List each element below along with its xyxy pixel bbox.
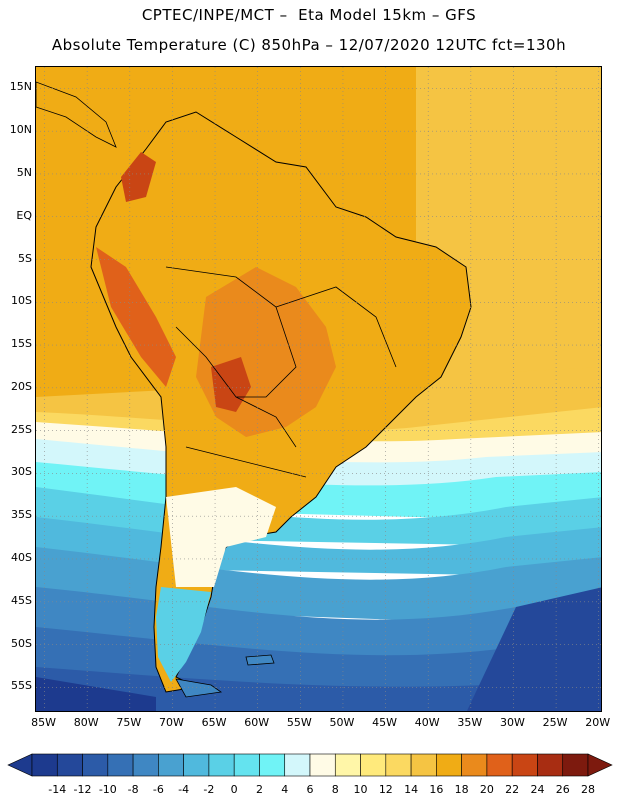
- lon-label: 30W: [500, 716, 525, 729]
- colorbar: [7, 753, 613, 777]
- colorbar-tick-label: 28: [581, 783, 595, 796]
- lat-label: 45S: [11, 593, 32, 607]
- lon-label: 45W: [372, 716, 398, 729]
- colorbar-tick-label: 26: [555, 783, 570, 796]
- lat-label: EQ: [16, 208, 32, 222]
- lat-label: 15S: [11, 337, 32, 351]
- lat-label: 20S: [11, 379, 32, 393]
- colorbar-cell: [486, 753, 513, 777]
- lat-label: 25S: [11, 422, 32, 436]
- colorbar-tick-label: 22: [505, 783, 520, 796]
- field-band-m12: [466, 587, 601, 711]
- falkland-islands: [245, 654, 275, 666]
- land-hot-spot-colombia: [121, 152, 156, 202]
- colorbar-tick-label: -6: [152, 783, 164, 796]
- land-hot-spot-chaco: [211, 357, 251, 412]
- colorbar-cell: [385, 753, 412, 777]
- colorbar-tick-label: 18: [454, 783, 469, 796]
- lon-label: 75W: [116, 716, 142, 729]
- colorbar-cell: [334, 753, 361, 777]
- colorbar-tick-label: -10: [98, 783, 117, 796]
- colorbar-cell: [31, 753, 58, 777]
- colorbar-cell: [107, 753, 134, 777]
- colorbar-cell: [56, 753, 83, 777]
- map-title-line2: Absolute Temperature (C) 850hPa – 12/07/…: [51, 36, 567, 54]
- tierra-del-fuego: [175, 678, 223, 698]
- colorbar-tick-label: -8: [127, 783, 139, 796]
- lon-label: 20W: [585, 716, 611, 729]
- lon-label: 80W: [73, 716, 99, 729]
- lon-label: 60W: [244, 716, 270, 729]
- colorbar-tick-label: 0: [230, 783, 238, 796]
- lat-label: 15N: [9, 80, 32, 94]
- lon-label: 55W: [286, 716, 312, 729]
- lon-label: 25W: [542, 716, 568, 729]
- colorbar-cell: [259, 753, 286, 777]
- colorbar-cell: [233, 753, 260, 777]
- colorbar-cell: [537, 753, 564, 777]
- colorbar-tick-label: 20: [479, 783, 494, 796]
- lon-label: 50W: [329, 716, 355, 729]
- colorbar-cell: [82, 753, 109, 777]
- colorbar-cell: [183, 753, 210, 777]
- lat-label: 10S: [11, 294, 32, 308]
- lat-label: 40S: [11, 550, 32, 564]
- colorbar-cell: [562, 753, 589, 777]
- colorbar-cell: [511, 753, 538, 777]
- colorbar-arrow-right: [587, 753, 613, 777]
- temperature-map: [35, 66, 602, 712]
- colorbar-tick-label: 8: [331, 783, 339, 796]
- colorbar-cell: [208, 753, 235, 777]
- colorbar-cell: [360, 753, 387, 777]
- lat-label: 30S: [11, 465, 32, 479]
- graticule: [36, 67, 601, 711]
- colorbar-cell: [158, 753, 184, 777]
- colorbar-cell: [309, 753, 336, 777]
- colorbar-tick-label: -12: [73, 783, 92, 796]
- colorbar-tick-label: 24: [530, 783, 545, 796]
- lat-label: 5N: [16, 165, 32, 179]
- colorbar-cell: [132, 753, 159, 777]
- colorbar-tick-label: 16: [429, 783, 444, 796]
- land-cool-patagonia: [166, 487, 276, 587]
- field-band-m14: [36, 677, 156, 711]
- colorbar-tick-label: 4: [281, 783, 289, 796]
- lat-label: 10N: [9, 123, 32, 137]
- colorbar-cell: [410, 753, 437, 777]
- colorbar-tick-label: 10: [353, 783, 368, 796]
- lat-label: 55S: [11, 679, 32, 693]
- lat-label: 50S: [11, 636, 32, 650]
- lon-label: 65W: [201, 716, 227, 729]
- colorbar-cell: [436, 753, 462, 777]
- colorbar-arrow-left: [7, 753, 33, 777]
- colorbar-cell: [284, 753, 311, 777]
- lat-label: 35S: [11, 508, 32, 522]
- colorbar-tick-label: 6: [306, 783, 314, 796]
- colorbar-tick-label: -2: [203, 783, 215, 796]
- lon-label: 40W: [414, 716, 440, 729]
- map-title-line1: CPTEC/INPE/MCT – Eta Model 15km – GFS: [141, 6, 477, 24]
- central-america: [36, 81, 117, 148]
- colorbar-tick-label: 14: [404, 783, 419, 796]
- colorbar-tick-label: 2: [255, 783, 263, 796]
- lat-label: 5S: [18, 251, 32, 265]
- land-cold-south: [156, 587, 211, 682]
- lon-label: 85W: [31, 716, 56, 729]
- lon-label: 35W: [457, 716, 483, 729]
- lon-label: 70W: [158, 716, 184, 729]
- colorbar-tick-label: 12: [378, 783, 393, 796]
- colorbar-cell: [461, 753, 488, 777]
- colorbar-tick-label: -4: [178, 783, 190, 796]
- colorbar-tick-label: -14: [48, 783, 67, 796]
- land-warm-andes: [96, 247, 176, 387]
